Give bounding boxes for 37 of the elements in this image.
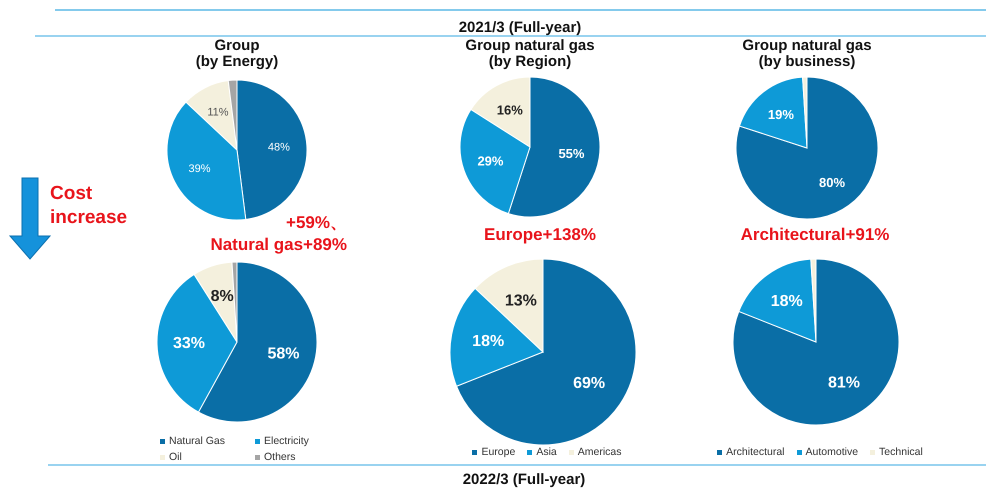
legend-label: Others	[264, 451, 296, 463]
text: 2021/3 (Full-year)	[458, 18, 582, 38]
text: +59%、 Natural gas+89%	[209, 212, 347, 256]
chart-title: Group natural gas (by Region)	[464, 37, 596, 70]
data-label: 55%	[558, 146, 585, 162]
pie-slice	[736, 76, 878, 220]
legend-label: Americas	[578, 446, 622, 458]
text: Cost increase	[50, 182, 128, 230]
legend-label: Natural Gas	[169, 435, 226, 447]
data-label: 11%	[207, 106, 229, 119]
data-label: 13%	[504, 292, 537, 310]
data-label: 39%	[188, 163, 211, 176]
data-label: 80%	[819, 174, 846, 190]
legend-label: Electricity	[264, 435, 309, 447]
data-label: 58%	[267, 345, 300, 362]
data-label: 69%	[573, 374, 606, 392]
legend-label: Automotive	[806, 446, 858, 458]
data-label: 18%	[770, 293, 803, 310]
data-label: 81%	[828, 374, 860, 392]
text: Architectural+91%	[740, 224, 890, 246]
data-label: 8%	[210, 288, 234, 305]
data-label: 16%	[496, 102, 524, 118]
legend-label: Architectural	[726, 446, 785, 458]
data-label: 48%	[268, 141, 290, 154]
legend-label: Technical	[879, 446, 923, 458]
legend-label: Oil	[169, 451, 182, 463]
chart-title: Group (by Energy)	[194, 37, 280, 70]
legend-label: Asia	[536, 446, 557, 458]
pie-slice	[732, 258, 900, 426]
text: Europe+138%	[483, 224, 597, 246]
chart-title: Group natural gas (by business)	[741, 37, 873, 70]
text: 2022/3 (Full-year)	[462, 470, 586, 490]
data-label: 18%	[472, 333, 504, 350]
data-label: 29%	[477, 154, 504, 169]
data-label: 33%	[173, 335, 206, 352]
data-label: 19%	[768, 106, 794, 122]
legend-label: Europe	[481, 446, 516, 458]
